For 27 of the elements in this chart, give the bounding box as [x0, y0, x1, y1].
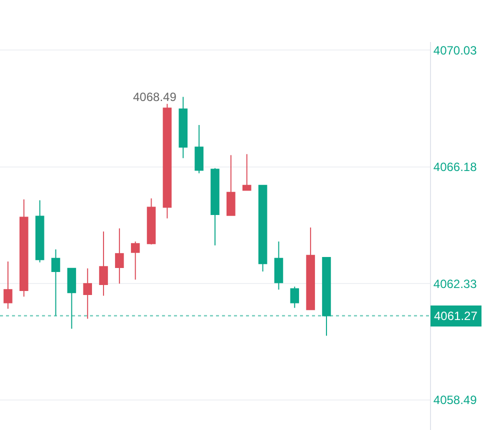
y-tick-label: 4062.33 [433, 276, 478, 291]
y-tick-label: 4070.03 [433, 43, 478, 58]
candlestick [19, 198, 28, 298]
candlestick [258, 184, 268, 272]
candlestick [35, 200, 44, 263]
candlestick [210, 168, 220, 246]
candlestick [226, 154, 236, 216]
candlestick [178, 96, 188, 159]
candlestick [162, 103, 172, 219]
candlestick [290, 286, 300, 308]
candlestick [146, 198, 156, 245]
ref-line-label: 4061.27 [434, 309, 478, 323]
candlestick [51, 248, 60, 316]
candlestick [306, 227, 315, 310]
candlestick [83, 268, 92, 320]
candlestick [115, 228, 124, 284]
candlestick [130, 240, 140, 280]
candlestick [274, 240, 284, 290]
candlestick [242, 154, 252, 191]
y-tick-label: 4058.49 [433, 393, 478, 408]
y-tick-label: 4066.18 [433, 160, 478, 174]
candlestick [322, 257, 331, 336]
candlestick [4, 260, 12, 310]
annotation: 4068.49 [133, 90, 177, 104]
candlestick [99, 230, 108, 296]
candlestick [194, 124, 204, 174]
candlestick [67, 268, 76, 330]
